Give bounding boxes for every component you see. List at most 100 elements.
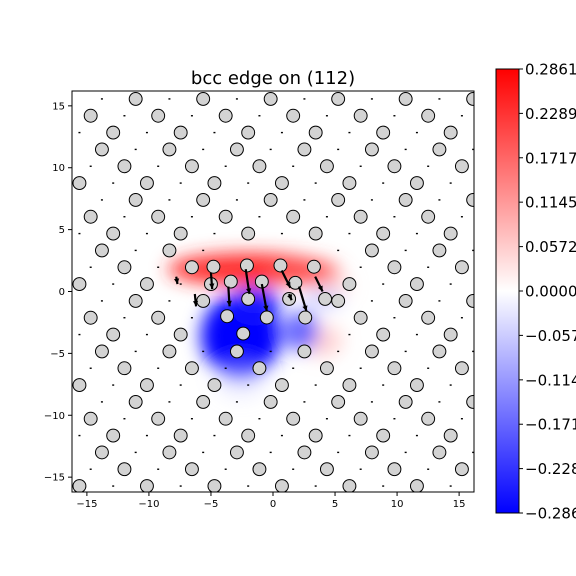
atom	[364, 445, 379, 460]
x-tick-label: 5	[332, 499, 338, 510]
x-tick-label: −15	[76, 499, 97, 510]
atom	[106, 428, 121, 443]
displacement-arrow	[173, 276, 180, 285]
atom	[466, 293, 474, 308]
atom	[241, 428, 256, 443]
atom	[139, 479, 154, 492]
core-atom	[239, 258, 254, 273]
atom	[263, 192, 278, 207]
atom	[117, 260, 132, 275]
atom	[229, 344, 244, 359]
atom	[353, 209, 368, 224]
core-atom	[223, 274, 238, 289]
colorbar-tick-label: 0.1145	[525, 194, 576, 212]
atom	[376, 226, 391, 241]
core-atom	[273, 258, 288, 273]
atom	[241, 125, 256, 140]
atom	[207, 479, 222, 492]
atom	[432, 344, 447, 359]
atom	[478, 379, 491, 392]
colorbar-tick-label: 0.2861	[525, 61, 576, 79]
atom	[410, 76, 423, 89]
atom	[353, 108, 368, 123]
atom	[331, 293, 346, 308]
core-atom	[318, 291, 333, 306]
atom	[184, 361, 199, 376]
atom	[72, 378, 87, 393]
atom	[342, 378, 357, 393]
atom	[387, 159, 402, 174]
y-tick-label: −10	[44, 411, 65, 422]
atom	[118, 59, 131, 72]
atom	[466, 91, 474, 106]
atom	[376, 428, 391, 443]
atom	[455, 59, 468, 72]
atom	[229, 142, 244, 157]
atom	[319, 159, 334, 174]
atom	[308, 226, 323, 241]
colorbar-ticks: 0.2861 0.2289 0.1717 0.1145 0.0572 0.0000 −0.0…	[519, 61, 576, 523]
colorbar-tick-label: 0.0572	[525, 238, 576, 256]
x-tick-label: 15	[453, 499, 466, 510]
atom	[478, 278, 491, 291]
atom	[73, 76, 86, 89]
atom	[218, 411, 233, 426]
atom	[398, 394, 413, 409]
atom	[364, 344, 379, 359]
atom	[353, 411, 368, 426]
atom	[151, 411, 166, 426]
colorbar-tick-label: −0.0572	[525, 327, 576, 345]
atom	[387, 361, 402, 376]
atom	[218, 209, 233, 224]
displacement-arrow	[244, 269, 252, 295]
atom	[398, 293, 413, 308]
y-tick-label: −15	[44, 473, 65, 484]
atom	[184, 260, 199, 275]
displacement-arrow	[260, 283, 269, 312]
atom	[241, 226, 256, 241]
atom	[139, 176, 154, 191]
atom	[106, 226, 121, 241]
atom	[454, 159, 469, 174]
atom	[432, 142, 447, 157]
core-atom	[236, 326, 251, 341]
atom	[319, 361, 334, 376]
atom	[139, 378, 154, 393]
atom	[478, 76, 491, 89]
displacement-arrows	[173, 269, 324, 312]
atom	[331, 192, 346, 207]
atom	[94, 243, 109, 258]
atom	[353, 310, 368, 325]
atom	[409, 378, 424, 393]
atom	[454, 462, 469, 477]
atom	[196, 192, 211, 207]
atom	[184, 159, 199, 174]
atom	[443, 125, 458, 140]
colorbar-tick-label: 0.2289	[525, 105, 576, 123]
y-tick-label: 0	[59, 287, 65, 298]
atom	[443, 226, 458, 241]
colorbar-tick-label: −0.2289	[525, 460, 576, 478]
atom	[196, 91, 211, 106]
displacement-arrow	[226, 286, 232, 307]
atom	[83, 411, 98, 426]
atom	[218, 108, 233, 123]
y-tick-label: −5	[50, 349, 65, 360]
atom	[162, 344, 177, 359]
atom	[432, 445, 447, 460]
atom	[376, 125, 391, 140]
atom	[421, 108, 436, 123]
atom	[478, 480, 491, 493]
atom	[274, 378, 289, 393]
atom	[432, 243, 447, 258]
atom	[173, 327, 188, 342]
atom	[286, 209, 301, 224]
colorbar-gradient	[495, 68, 520, 514]
atom	[94, 142, 109, 157]
atom	[173, 125, 188, 140]
plot-area: −15 −10 −5 0 5 10 15 −15 −10 −5 0 5 10 15	[44, 59, 491, 510]
atom	[94, 344, 109, 359]
atom	[117, 462, 132, 477]
atom	[443, 428, 458, 443]
